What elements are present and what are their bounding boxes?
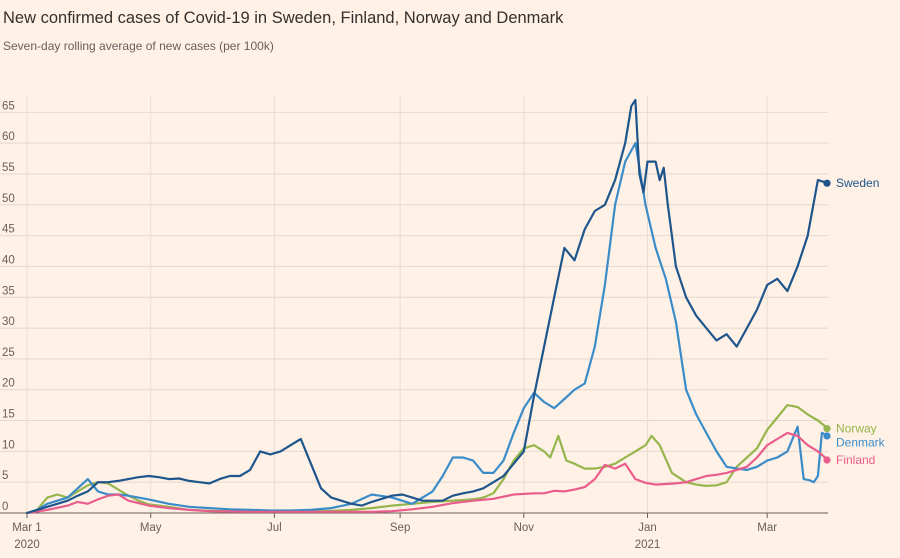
series-line-finland (25, 431, 830, 515)
end-marker-finland (823, 456, 831, 464)
x-tick-year-label: 2021 (635, 539, 661, 551)
y-tick-label: 15 (2, 409, 15, 421)
x-tick-label: Nov (514, 522, 535, 534)
y-tick-label: 55 (2, 162, 15, 174)
y-tick-label: 10 (2, 439, 15, 451)
legend-label-norway: Norway (836, 422, 877, 436)
series (25, 98, 830, 515)
y-tick-label: 45 (2, 224, 15, 236)
chart-subtitle: Seven-day rolling average of new cases (… (3, 39, 274, 53)
y-tick-label: 50 (2, 193, 15, 205)
y-tick-label: 65 (2, 100, 15, 112)
axes: 0 5 10 15 20 25 30 35 40 45 50 55 60 65 Mar 1 2020 May Ju… (0, 100, 828, 551)
x-tick-label: Mar (757, 522, 777, 534)
end-marker-norway (823, 424, 831, 433)
legend-label-denmark: Denmark (836, 436, 886, 450)
legend-label-sweden: Sweden (836, 176, 879, 190)
series-line-sweden (25, 98, 830, 515)
x-tick-label: Jan (638, 522, 657, 534)
y-tick-label: 35 (2, 285, 15, 297)
x-tick-label: Sep (390, 522, 410, 534)
x-tick-year-label: 2020 (14, 539, 40, 551)
y-tick-label: 30 (2, 316, 15, 328)
y-tick-label: 5 (2, 470, 8, 482)
end-marker-denmark (823, 432, 831, 440)
x-tick-label: Jul (267, 522, 282, 534)
x-tick-label: Mar 1 (12, 522, 41, 534)
y-tick-label: 20 (2, 378, 15, 390)
x-tick-label: May (140, 522, 162, 534)
legend-label-finland: Finland (836, 453, 875, 467)
series-line-denmark (25, 142, 830, 515)
y-tick-label: 40 (2, 254, 15, 266)
grid (0, 95, 828, 513)
series-line-norway (25, 404, 830, 515)
end-marker-sweden (823, 179, 831, 187)
chart-title: New confirmed cases of Covid-19 in Swede… (3, 9, 564, 27)
y-tick-label: 0 (2, 501, 8, 513)
y-tick-label: 25 (2, 347, 15, 359)
y-tick-label: 60 (2, 131, 15, 143)
